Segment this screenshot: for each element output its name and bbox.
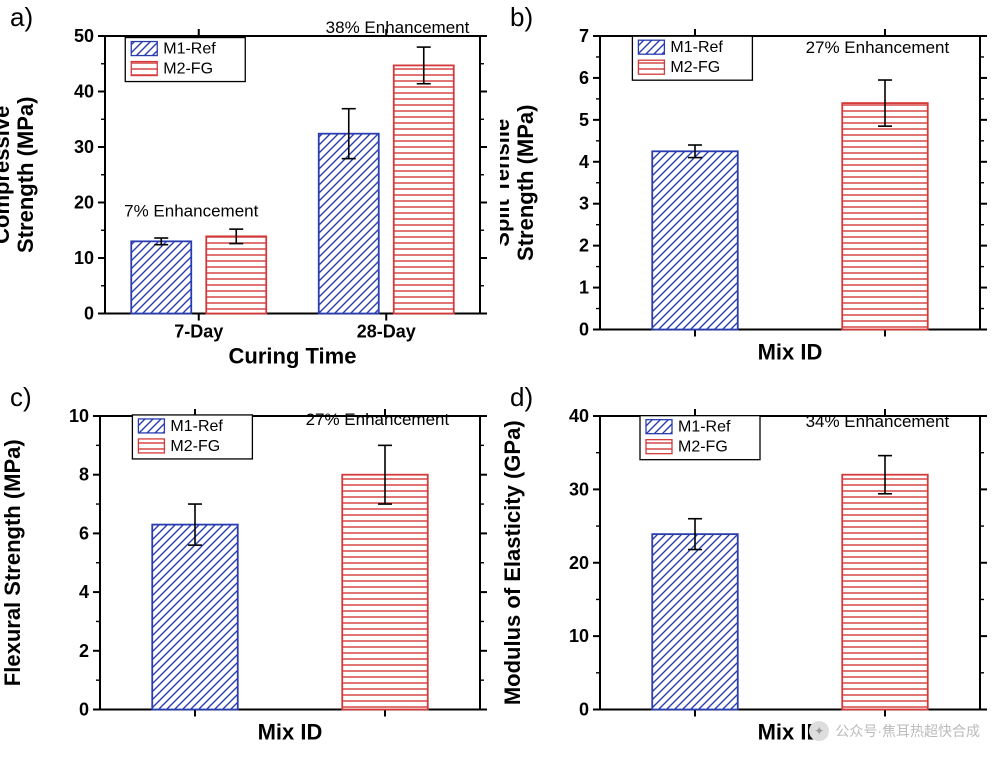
panel-b: b) 0123456727% EnhancementM1-RefM2-FGSpl… [500, 0, 1000, 380]
svg-text:10: 10 [69, 406, 89, 426]
svg-text:2: 2 [579, 236, 589, 256]
svg-text:Modulus of Elasticity (GPa): Modulus of Elasticity (GPa) [500, 420, 525, 705]
panel-a-chart: 0 10 20 30 40 50 7-Day 28-Day 7% Enhancement 38% … [0, 0, 500, 380]
svg-text:Mix ID: Mix ID [758, 340, 823, 365]
svg-text:M2-FG: M2-FG [170, 437, 220, 454]
panel-d: d) 01020304034% EnhancementM1-RefM2-FGMo… [500, 380, 1000, 760]
figure-grid: a) 010203040507-Day28-Day7% Enhancement3… [0, 0, 1000, 759]
svg-text:2: 2 [79, 640, 89, 660]
watermark: ✦ 公众号·焦耳热超快合成 [809, 721, 980, 741]
svg-text:M1-Ref: M1-Ref [670, 39, 723, 56]
panel-c: c) 024681027% EnhancementM1-RefM2-FGFlex… [0, 380, 500, 760]
svg-text:0: 0 [579, 320, 589, 340]
panel-c-chart: 0 2 4 6 8 10 27% Enhancement M1-Ref M2-FG Flexura… [0, 380, 500, 760]
svg-text:10: 10 [569, 626, 589, 646]
svg-text:28-Day: 28-Day [357, 322, 416, 342]
watermark-text: 公众号·焦耳热超快合成 [835, 721, 980, 741]
panel-a: a) 010203040507-Day28-Day7% Enhancement3… [0, 0, 500, 380]
svg-text:20: 20 [569, 552, 589, 572]
svg-text:CompressiveStrength (MPa): CompressiveStrength (MPa) [0, 97, 38, 253]
svg-text:7% Enhancement: 7% Enhancement [124, 201, 258, 220]
svg-text:34% Enhancement: 34% Enhancement [806, 412, 950, 431]
svg-text:7-Day: 7-Day [174, 322, 223, 342]
svg-text:0: 0 [84, 304, 94, 324]
svg-text:1: 1 [579, 278, 589, 298]
svg-text:40: 40 [569, 406, 589, 426]
svg-text:4: 4 [79, 582, 89, 602]
svg-text:Flexural Strength (MPa): Flexural Strength (MPa) [0, 439, 25, 686]
svg-text:Mix ID: Mix ID [258, 719, 323, 744]
svg-text:30: 30 [569, 479, 589, 499]
svg-text:20: 20 [74, 193, 94, 213]
svg-text:Split TensileStrength (MPa): Split TensileStrength (MPa) [500, 105, 538, 261]
svg-text:7: 7 [579, 26, 589, 46]
svg-text:0: 0 [579, 699, 589, 719]
svg-text:50: 50 [74, 26, 94, 46]
svg-text:27% Enhancement: 27% Enhancement [806, 38, 950, 57]
svg-text:27% Enhancement: 27% Enhancement [306, 409, 450, 428]
svg-text:M1-Ref: M1-Ref [678, 418, 731, 435]
svg-text:M2-FG: M2-FG [163, 61, 213, 78]
svg-text:M2-FG: M2-FG [670, 59, 720, 76]
watermark-icon: ✦ [809, 721, 829, 741]
svg-text:4: 4 [579, 152, 589, 172]
svg-text:8: 8 [79, 464, 89, 484]
svg-text:6: 6 [79, 523, 89, 543]
panel-b-chart: 0 1 2 3 4 5 6 7 27% Enhancement M1-Ref M2-FG Split … [500, 0, 1000, 380]
svg-text:M1-Ref: M1-Ref [170, 417, 223, 434]
svg-text:0: 0 [79, 699, 89, 719]
svg-text:3: 3 [579, 194, 589, 214]
svg-text:6: 6 [579, 68, 589, 88]
svg-text:38% Enhancement: 38% Enhancement [326, 18, 470, 37]
svg-text:Curing Time: Curing Time [229, 344, 357, 369]
svg-text:M1-Ref: M1-Ref [163, 41, 216, 58]
svg-text:30: 30 [74, 137, 94, 157]
panel-d-chart: 0 10 20 30 40 34% Enhancement M1-Ref M2-FG Modul… [500, 380, 1000, 760]
svg-text:40: 40 [74, 82, 94, 102]
svg-text:10: 10 [74, 248, 94, 268]
svg-text:5: 5 [579, 110, 589, 130]
svg-text:M2-FG: M2-FG [678, 438, 728, 455]
